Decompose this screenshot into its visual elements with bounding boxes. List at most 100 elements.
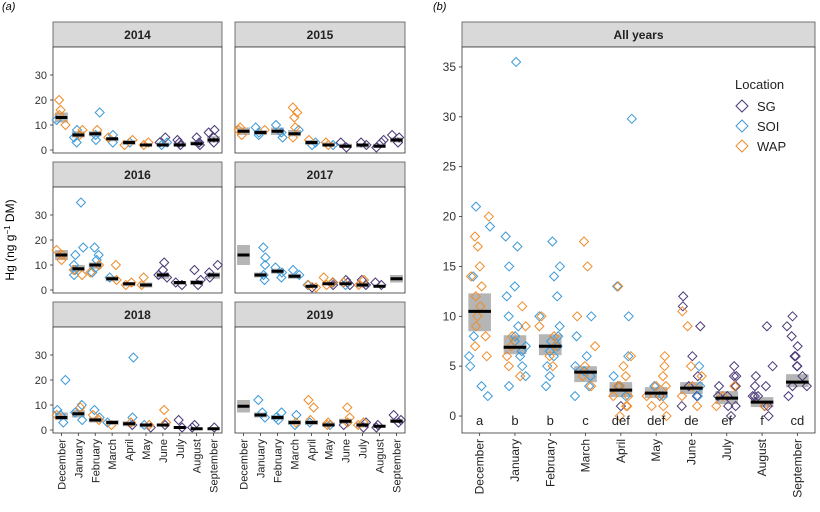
point-sg — [677, 291, 689, 302]
x-tick-label: April — [124, 439, 136, 461]
y-tick-label: 30 — [35, 350, 47, 362]
point-wap — [55, 104, 66, 116]
point-wap — [143, 137, 154, 148]
facet-title: All years — [613, 28, 663, 42]
point-soi — [277, 132, 288, 143]
significance-letter: ef — [721, 413, 732, 428]
x-tick-label: July — [358, 439, 370, 459]
y-tick-label: 35 — [443, 60, 457, 74]
legend-key-sg — [735, 99, 749, 113]
significance-letter: b — [547, 413, 554, 428]
point-wap — [589, 341, 601, 352]
point-soi — [583, 380, 595, 392]
point-soi — [467, 271, 479, 282]
point-wap — [60, 119, 71, 131]
facet-2018: 2018 0 10 20 30 December January February March A… — [35, 301, 223, 493]
point-wap — [160, 417, 172, 428]
point-wap — [717, 390, 729, 402]
point-wap — [470, 291, 481, 302]
point-sg — [762, 400, 773, 412]
legend-label: SOI — [757, 119, 779, 134]
point-soi — [569, 390, 581, 402]
point-soi — [60, 374, 71, 386]
point-soi — [581, 350, 592, 362]
x-tick-label: December — [56, 439, 68, 490]
point-soi — [548, 271, 560, 282]
y-axis-label: Hg (ng g−1 DM) — [3, 199, 17, 280]
point-soi — [86, 267, 98, 278]
point-soi — [468, 331, 479, 342]
point-wap — [338, 277, 349, 288]
point-soi — [69, 407, 81, 418]
point-soi — [68, 269, 80, 281]
y-axis-label-tail: DM) — [3, 199, 17, 225]
point-soi — [104, 272, 115, 283]
point-soi — [270, 119, 282, 131]
y-tick-label: 25 — [443, 160, 457, 174]
panel-b-label: (b) — [433, 1, 447, 13]
point-soi — [302, 279, 313, 291]
point-soi — [649, 380, 660, 392]
point-wap — [233, 124, 244, 136]
point-soi — [71, 137, 82, 148]
point-sg — [787, 311, 798, 322]
y-tick-label: 10 — [35, 120, 47, 132]
point-soi — [90, 134, 102, 146]
point-wap — [534, 321, 545, 332]
x-tick-label: September — [790, 439, 804, 498]
point-wap — [259, 124, 270, 136]
point-soi — [258, 242, 269, 253]
point-sg — [692, 370, 704, 382]
x-tick-label: April — [614, 439, 628, 463]
point-sg — [731, 370, 742, 382]
y-axis-label-main: Hg (ng g — [3, 235, 17, 281]
x-tick-label: June — [341, 439, 353, 463]
y-tick-label: 0 — [41, 285, 47, 297]
point-wap — [577, 370, 588, 382]
point-soi — [260, 252, 271, 263]
point-sg — [730, 380, 742, 392]
significance-letter: c — [582, 413, 589, 428]
x-tick-label: September — [209, 439, 221, 493]
point-sg — [388, 409, 399, 421]
legend-key-wap — [735, 139, 749, 153]
point-wap — [472, 241, 484, 252]
point-sg — [767, 360, 778, 372]
y-tick-label: 30 — [35, 210, 47, 222]
point-soi — [623, 311, 634, 322]
x-tick-label: August — [192, 439, 204, 473]
x-tick-label: March — [290, 439, 302, 470]
y-tick-label: 5 — [449, 359, 456, 373]
point-wap — [657, 370, 669, 382]
point-sg — [730, 400, 741, 412]
point-wap — [608, 390, 619, 402]
point-sg — [189, 264, 200, 276]
point-soi — [516, 360, 528, 372]
x-tick-label: March — [579, 439, 593, 472]
point-sg — [781, 321, 793, 332]
facet-2015: 2015 — [233, 21, 406, 154]
point-wap — [585, 380, 597, 392]
point-wap — [480, 331, 491, 342]
point-wap — [517, 301, 528, 312]
point-soi — [503, 311, 514, 322]
significance-letter: f — [760, 413, 764, 428]
facet-2016: 2016 0 10 20 30 — [35, 161, 223, 297]
point-wap — [621, 400, 632, 412]
x-tick-label: May — [141, 439, 153, 460]
point-soi — [626, 113, 637, 125]
point-wap — [620, 370, 631, 382]
point-wap — [658, 400, 669, 412]
point-wap — [660, 380, 672, 392]
point-soi — [571, 331, 582, 342]
point-soi — [544, 346, 555, 357]
point-wap — [483, 211, 495, 222]
point-wap — [677, 306, 688, 317]
point-sg — [801, 380, 813, 392]
facet-strip — [461, 21, 816, 48]
facet-title: 2019 — [307, 308, 334, 322]
y-tick-label: 10 — [35, 260, 47, 272]
point-sg — [212, 259, 223, 271]
facet-strip — [234, 301, 406, 328]
point-wap — [291, 107, 303, 118]
